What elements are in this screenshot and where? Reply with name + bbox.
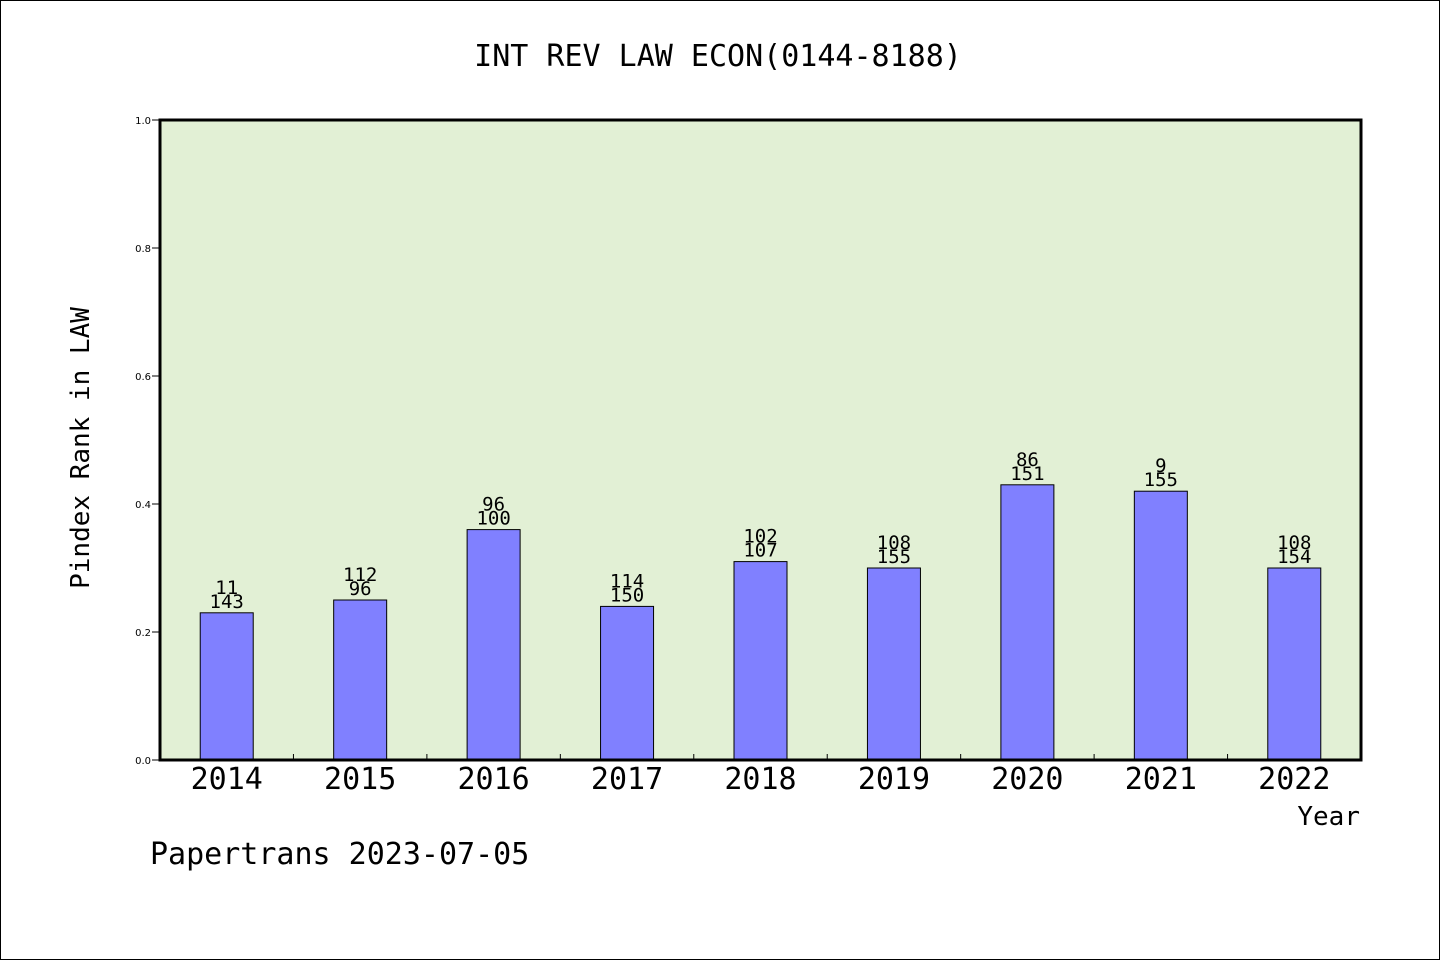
y-tick-label-1.0: 1.0 — [135, 116, 151, 127]
bar-label-top-2017: 114 — [610, 570, 644, 592]
y-tick-label-0.8: 0.8 — [135, 244, 151, 255]
x-tick-label-2018: 2018 — [724, 762, 796, 797]
bar-label-bottom-2020: 151 — [1010, 463, 1044, 485]
x-tick-label-2017: 2017 — [591, 762, 663, 797]
bar-label-bottom-2021: 155 — [1144, 469, 1178, 491]
bar-label-top-2016: 96 — [482, 494, 505, 516]
x-tick-label-2019: 2019 — [858, 762, 930, 797]
bar-2017 — [600, 605, 655, 761]
y-tick-label-0.2: 0.2 — [135, 628, 151, 639]
bar-label-bottom-2014: 143 — [210, 591, 244, 613]
bar-label-top-2021: 9 — [1155, 455, 1166, 477]
x-tick-label-2020: 2020 — [991, 762, 1063, 797]
chart-title: INT REV LAW ECON(0144-8188) — [474, 39, 962, 74]
bar-label-bottom-2022: 154 — [1277, 546, 1311, 568]
bar-label-bottom-2017: 150 — [610, 584, 644, 606]
bar-label-top-2014: 11 — [215, 577, 238, 599]
x-tick-label-2021: 2021 — [1125, 762, 1197, 797]
y-tick-label-0.6: 0.6 — [135, 372, 151, 383]
bar-label-top-2015: 112 — [343, 564, 377, 586]
x-tick-label-2016: 2016 — [457, 762, 529, 797]
bar-2020 — [1000, 484, 1055, 761]
bar-label-bottom-2015: 96 — [349, 578, 372, 600]
x-tick-label-2014: 2014 — [191, 762, 263, 797]
source-credit: Papertrans 2023-07-05 — [150, 837, 529, 872]
bar-label-bottom-2018: 107 — [743, 540, 777, 562]
bar-label-top-2022: 108 — [1277, 532, 1311, 554]
bar-2021 — [1133, 490, 1188, 761]
bar-2016 — [466, 529, 521, 761]
bar-label-bottom-2019: 155 — [877, 546, 911, 568]
bar-2019 — [866, 567, 921, 761]
y-axis-label: Pindex Rank in LAW — [66, 307, 96, 589]
bar-2015 — [333, 599, 388, 761]
bar-2022 — [1267, 567, 1322, 761]
x-tick-label-2015: 2015 — [324, 762, 396, 797]
bar-label-bottom-2016: 100 — [476, 508, 510, 530]
bar-2018 — [733, 561, 788, 761]
x-tick-label-2022: 2022 — [1258, 762, 1330, 797]
bar-2014 — [199, 612, 254, 761]
y-tick-label-0.0: 0.0 — [135, 756, 151, 767]
bar-label-top-2020: 86 — [1016, 449, 1039, 471]
plot-border — [158, 118, 1363, 762]
x-axis-label: Year — [1297, 802, 1360, 832]
bar-label-top-2018: 102 — [743, 526, 777, 548]
bar-label-top-2019: 108 — [877, 532, 911, 554]
y-tick-label-0.4: 0.4 — [135, 500, 151, 511]
